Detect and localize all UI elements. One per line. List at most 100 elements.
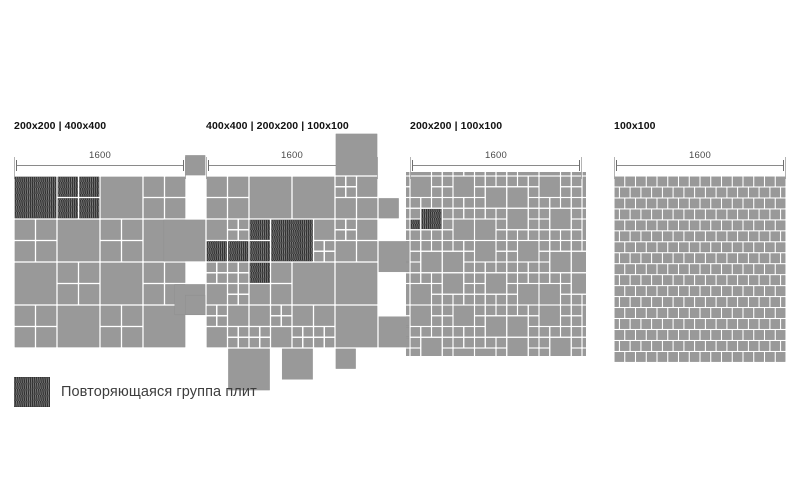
tile bbox=[652, 275, 662, 286]
tile bbox=[528, 176, 539, 187]
tile bbox=[636, 330, 646, 340]
tile bbox=[689, 286, 700, 297]
tile bbox=[689, 352, 700, 362]
tile bbox=[378, 316, 410, 348]
tile bbox=[619, 253, 630, 264]
tile bbox=[497, 381, 506, 390]
tile bbox=[646, 330, 657, 340]
tile bbox=[765, 330, 775, 340]
tile bbox=[646, 264, 657, 275]
tile bbox=[641, 231, 652, 242]
tile bbox=[636, 352, 646, 362]
tile bbox=[496, 348, 507, 356]
tile bbox=[652, 209, 662, 220]
tile bbox=[100, 305, 121, 326]
tile bbox=[496, 337, 507, 348]
tile bbox=[324, 337, 335, 348]
tile bbox=[410, 262, 421, 273]
tile bbox=[528, 219, 539, 230]
tile bbox=[528, 198, 539, 208]
tile bbox=[100, 176, 143, 219]
tile bbox=[496, 172, 507, 176]
tile bbox=[652, 187, 662, 198]
tile bbox=[582, 176, 586, 197]
tile bbox=[722, 198, 732, 209]
tile bbox=[743, 264, 754, 275]
tile bbox=[57, 198, 78, 219]
tile bbox=[335, 198, 356, 219]
tile bbox=[143, 176, 164, 197]
panel-4-dimension: 1600 bbox=[614, 150, 786, 179]
tile bbox=[453, 219, 474, 240]
tile bbox=[668, 242, 678, 253]
tile bbox=[684, 275, 695, 286]
tile bbox=[206, 305, 217, 316]
dimension-extension-left bbox=[410, 157, 411, 179]
tile bbox=[389, 370, 409, 390]
tile bbox=[550, 198, 560, 208]
tile bbox=[700, 176, 711, 187]
tile bbox=[410, 241, 421, 251]
tile bbox=[689, 308, 700, 318]
tile bbox=[571, 187, 582, 197]
tile bbox=[727, 297, 738, 307]
tile bbox=[657, 286, 668, 297]
tile bbox=[781, 297, 786, 307]
legend-swatch-rect bbox=[13, 376, 51, 408]
tile bbox=[765, 286, 775, 297]
tile bbox=[748, 275, 759, 286]
tile bbox=[614, 176, 625, 187]
tile bbox=[641, 297, 652, 307]
tile bbox=[442, 251, 464, 273]
tile bbox=[475, 241, 496, 262]
tile bbox=[410, 327, 421, 337]
tile bbox=[625, 176, 635, 187]
tile bbox=[614, 275, 619, 286]
tile bbox=[528, 316, 539, 326]
tile bbox=[636, 264, 646, 275]
tile bbox=[100, 262, 143, 305]
tile bbox=[406, 305, 410, 316]
tile bbox=[561, 370, 570, 379]
tile bbox=[518, 392, 527, 401]
tile bbox=[775, 176, 786, 187]
tile bbox=[453, 241, 464, 251]
tile bbox=[700, 242, 711, 253]
dimension-tick-right bbox=[783, 160, 784, 171]
tile bbox=[411, 370, 420, 379]
tile bbox=[571, 316, 582, 326]
tile bbox=[641, 209, 652, 220]
tile bbox=[722, 352, 732, 362]
tile bbox=[432, 172, 442, 176]
tile bbox=[57, 284, 78, 305]
tile bbox=[689, 220, 700, 231]
tile bbox=[539, 305, 560, 326]
tile bbox=[625, 242, 635, 253]
tile bbox=[770, 253, 781, 264]
tile bbox=[432, 316, 442, 326]
tile bbox=[249, 262, 270, 283]
tile bbox=[619, 187, 630, 198]
panel-2-dimension-label: 1600 bbox=[281, 150, 303, 161]
tile bbox=[748, 297, 759, 307]
tile bbox=[781, 253, 786, 264]
tile bbox=[636, 286, 646, 297]
tile bbox=[561, 241, 571, 251]
tile bbox=[238, 294, 249, 305]
tile bbox=[754, 308, 764, 318]
tile bbox=[271, 305, 281, 316]
tile bbox=[249, 176, 292, 219]
tile bbox=[217, 262, 227, 273]
tile bbox=[485, 172, 496, 176]
tile bbox=[689, 176, 700, 187]
tile bbox=[464, 208, 474, 219]
tile bbox=[646, 286, 657, 297]
tile bbox=[614, 187, 619, 198]
tile bbox=[357, 241, 378, 262]
tile bbox=[583, 370, 592, 379]
panel-4-dimension-label: 1600 bbox=[689, 150, 711, 161]
tile bbox=[781, 319, 786, 329]
tile bbox=[551, 381, 571, 401]
tile bbox=[335, 241, 356, 262]
tile bbox=[475, 337, 485, 348]
